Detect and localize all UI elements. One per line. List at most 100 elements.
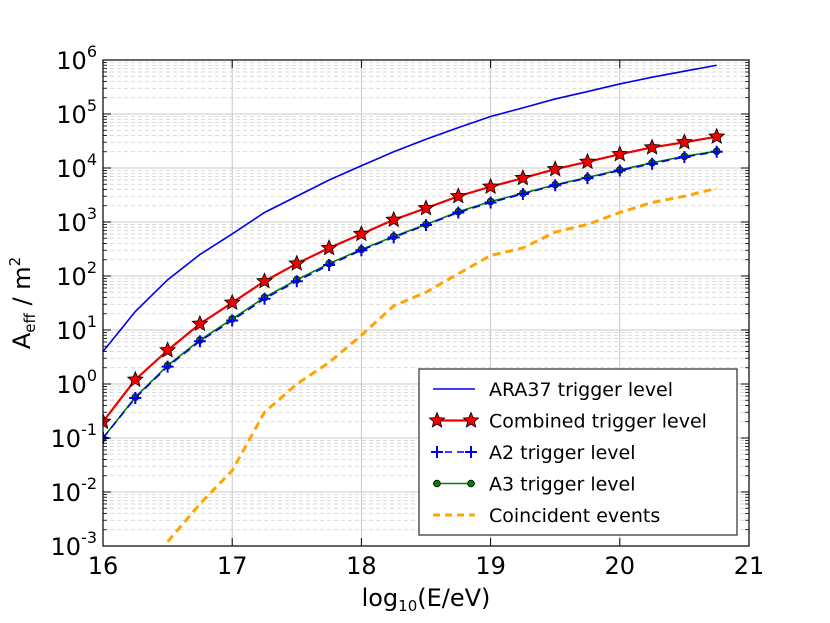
y-tick-exponent: 4 (87, 150, 97, 169)
y-tick-exponent: 5 (87, 96, 97, 115)
data-point (710, 145, 723, 158)
y-tick-label: 103 (56, 204, 97, 237)
legend-entry: Coincident events (433, 505, 660, 527)
legend-label: A2 trigger level (489, 442, 636, 464)
series-coincident-events (166, 186, 718, 543)
data-point (129, 392, 142, 405)
data-point (449, 187, 467, 204)
y-axis-title-base: A (8, 332, 36, 349)
legend-entry: ARA37 trigger level (433, 379, 673, 401)
data-point (420, 218, 432, 231)
y-axis-title-sup: 2 (6, 257, 24, 267)
series-line (166, 186, 718, 543)
data-point (158, 341, 177, 358)
y-tick-base: 10 (56, 263, 87, 291)
data-point (581, 172, 594, 185)
data-point (708, 127, 726, 145)
data-point (323, 258, 336, 271)
y-tick-base: 10 (56, 47, 87, 75)
legend-marker (467, 479, 475, 488)
y-tick-exponent: 6 (87, 42, 97, 61)
data-point (546, 160, 564, 177)
data-point (675, 133, 694, 150)
series-line (103, 64, 717, 352)
series-combined-trigger-level (103, 127, 726, 430)
y-tick-label: 104 (56, 150, 97, 183)
data-point (223, 293, 241, 311)
y-tick-base: 10 (51, 533, 82, 561)
legend-marker (428, 411, 446, 428)
data-point (126, 370, 144, 388)
y-tick-exponent: 2 (87, 258, 97, 277)
y-tick-label: 105 (56, 96, 97, 129)
data-point (226, 314, 239, 327)
y-tick-label: 10-1 (51, 420, 98, 453)
series-ara37-trigger-level (103, 64, 717, 352)
ticks (102, 59, 750, 547)
legend: ARA37 trigger level Combined trigger leve… (418, 368, 738, 536)
x-axis-title-rest: (E/eV) (417, 584, 490, 612)
data-point (417, 199, 435, 216)
y-tick-exponent: 1 (87, 312, 97, 331)
y-tick-base: 10 (56, 155, 87, 183)
data-point (258, 292, 271, 305)
legend-marker (433, 479, 441, 488)
y-axis-title-sub: eff (21, 312, 39, 332)
y-tick-label: 10-3 (51, 528, 98, 561)
x-tick-label: 17 (217, 552, 248, 580)
grid (103, 60, 749, 546)
data-point (255, 272, 274, 289)
data-point (387, 231, 400, 244)
data-point (613, 164, 626, 177)
legend-entry: Combined trigger level (428, 411, 707, 433)
x-tick-label: 16 (88, 552, 119, 580)
y-tick-exponent: -3 (81, 528, 97, 547)
data-point (578, 152, 597, 170)
y-tick-base: 10 (56, 317, 87, 345)
y-tick-label: 100 (56, 366, 97, 399)
data-point (290, 275, 303, 288)
y-tick-base: 10 (51, 425, 82, 453)
y-tick-label: 106 (56, 42, 97, 75)
y-tick-base: 10 (56, 209, 87, 237)
data-point (352, 224, 371, 242)
y-axis-title-mid: / m (8, 266, 36, 313)
data-point (646, 157, 659, 170)
legend-marker (465, 446, 477, 458)
x-axis-title: log10(E/eV) (362, 584, 491, 615)
y-tick-exponent: 3 (87, 204, 97, 223)
series-line (103, 150, 717, 439)
data-point (514, 169, 532, 186)
legend-label: Coincident events (489, 505, 660, 527)
legend-entry: A2 trigger level (431, 442, 636, 464)
x-tick-label: 21 (734, 552, 765, 580)
series-line (103, 135, 717, 423)
data-point (320, 238, 338, 256)
x-axis-title-sub: 10 (398, 597, 417, 615)
x-tick-label: 19 (475, 552, 506, 580)
y-tick-base: 10 (56, 101, 87, 129)
legend-label: ARA37 trigger level (489, 379, 673, 401)
legend-marker (462, 411, 480, 428)
data-point (678, 150, 691, 163)
data-point (161, 360, 174, 373)
legend-label: Combined trigger level (489, 411, 707, 433)
data-point (288, 254, 306, 271)
data-point (643, 138, 661, 155)
x-tick-label: 20 (605, 552, 636, 580)
data-point (191, 314, 209, 332)
data-point (611, 145, 629, 162)
y-tick-exponent: 0 (87, 366, 97, 385)
x-tick-label: 18 (346, 552, 377, 580)
data-point (549, 179, 562, 192)
y-tick-label: 101 (56, 312, 97, 345)
data-point (484, 196, 497, 209)
data-point (355, 244, 368, 257)
y-tick-label: 102 (56, 258, 97, 291)
y-axis-title: Aeff / m2 (6, 257, 39, 349)
y-tick-base: 10 (51, 479, 82, 507)
data-point (481, 177, 500, 195)
y-tick-label: 10-2 (51, 474, 98, 507)
